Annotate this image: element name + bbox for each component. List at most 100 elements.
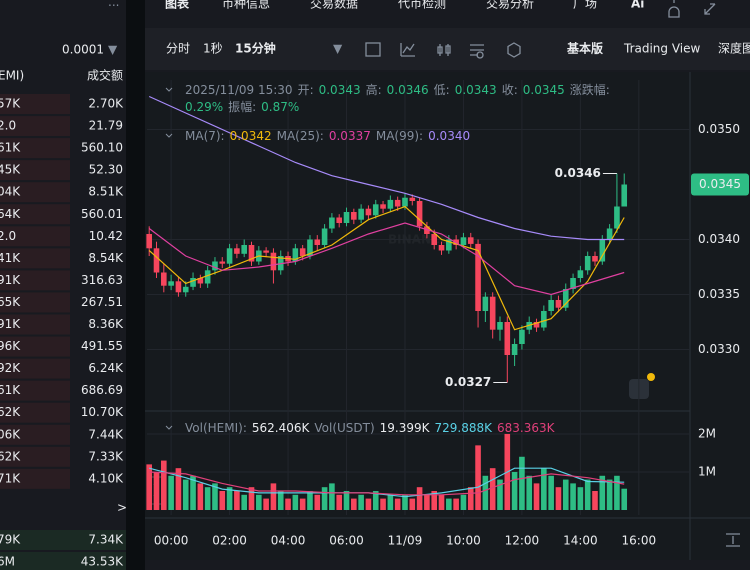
legend-row: 2025/11/09 15:30 开: 0.0343 高: 0.0346 低: 0.0343… xyxy=(185,82,610,97)
volume-bar xyxy=(277,490,284,510)
version[interactable]: 深度图 xyxy=(718,41,750,56)
tab[interactable]: 广场 xyxy=(573,0,597,11)
candle-body xyxy=(351,212,357,220)
more-arrow[interactable]: > xyxy=(117,501,127,515)
trade-amount: 2.0 xyxy=(0,119,16,133)
volume-bar xyxy=(175,468,182,510)
volume-bar xyxy=(599,475,606,510)
trade-volume: 686.69 xyxy=(81,383,123,397)
trade-amount: 96K xyxy=(0,339,21,353)
calendar-icon[interactable] xyxy=(365,42,381,57)
y-tick-label: 0.0335 xyxy=(698,287,740,301)
indicator-icon[interactable] xyxy=(400,43,415,57)
legend-chevron[interactable] xyxy=(165,133,173,138)
volume-bar xyxy=(329,483,335,510)
interval[interactable]: 分时 xyxy=(166,42,190,56)
tick-size[interactable]: 0.0001 xyxy=(62,43,104,57)
interval-dropdown[interactable]: ▼ xyxy=(333,42,343,56)
depth-bar xyxy=(0,446,70,467)
candle-icon[interactable] xyxy=(437,44,451,56)
volume-bar xyxy=(270,483,277,510)
volume-bar xyxy=(482,475,489,510)
settings-icon[interactable] xyxy=(507,42,521,58)
candle-body xyxy=(161,272,167,286)
volume-bar xyxy=(299,498,306,510)
widget-badge xyxy=(647,373,655,381)
volume-bar xyxy=(204,487,211,510)
depth-bar xyxy=(0,138,70,159)
candle-body xyxy=(153,248,160,273)
volume-bar xyxy=(358,494,364,510)
trade-amount: 65K xyxy=(0,295,21,309)
volume-bar xyxy=(621,488,628,510)
trade-amount: 45K xyxy=(0,163,21,177)
depth-bar xyxy=(0,358,70,379)
legend-item: 低: xyxy=(434,83,450,97)
volume-bar xyxy=(226,487,233,510)
candle-body xyxy=(511,344,518,355)
trade-amount: 57K xyxy=(0,97,21,111)
depth-bar xyxy=(0,314,70,335)
volume-bar xyxy=(475,445,481,510)
candle-body xyxy=(416,201,423,227)
tab[interactable]: 币种信息 xyxy=(222,0,270,11)
candle-body xyxy=(343,212,350,223)
tab[interactable]: 交易数据 xyxy=(310,0,358,11)
tab[interactable]: Ai xyxy=(631,0,644,11)
candle-body xyxy=(402,197,408,207)
candle-body xyxy=(497,322,503,330)
volume-bar xyxy=(146,464,152,510)
interval[interactable]: 15分钟 xyxy=(235,41,276,56)
version[interactable]: 基本版 xyxy=(566,41,603,56)
trade-volume: 560.01 xyxy=(81,207,123,221)
tab[interactable]: 代币检测 xyxy=(398,0,446,11)
candle-body xyxy=(212,261,218,271)
version[interactable]: Trading View xyxy=(623,42,701,56)
interval[interactable]: 1秒 xyxy=(203,42,223,56)
depth-bar xyxy=(0,468,70,489)
depth-bar xyxy=(0,292,70,313)
legend-item: 683.363K xyxy=(497,421,556,435)
volume-bar xyxy=(555,487,562,510)
x-tick-label: 06:00 xyxy=(329,534,364,548)
x-tick-label: 12:00 xyxy=(505,534,540,548)
volume-bar xyxy=(387,494,394,510)
legend-item: 2025/11/09 15:30 xyxy=(185,83,293,97)
tab[interactable]: 图表 xyxy=(165,0,190,11)
candle-body xyxy=(519,329,525,344)
trade-volume: 7.33K xyxy=(88,449,124,463)
candle-body xyxy=(548,300,554,311)
volume-bar xyxy=(197,483,204,510)
trade-volume: 8.36K xyxy=(88,317,124,331)
candle-body xyxy=(592,256,598,262)
volume-bar xyxy=(511,471,518,510)
bell-icon[interactable] xyxy=(668,0,680,18)
volume-bar xyxy=(519,456,525,510)
candle-body xyxy=(263,250,269,253)
candle-body xyxy=(219,261,226,264)
tick-dropdown[interactable]: ▼ xyxy=(108,43,118,57)
legend-chevron[interactable] xyxy=(165,87,173,92)
more-icon[interactable]: ··· xyxy=(108,0,119,13)
trade-volume: 2.70K xyxy=(88,97,124,111)
legend-item: 0.0343 xyxy=(455,83,497,97)
volume-bar xyxy=(548,475,554,510)
trade-amount: 79K xyxy=(0,533,21,547)
legend-chevron[interactable] xyxy=(165,425,173,430)
candle-body xyxy=(599,239,606,262)
expand-icon[interactable] xyxy=(704,3,716,15)
volume-bar xyxy=(336,494,343,510)
candle-body xyxy=(621,184,628,207)
legend-item: 开: xyxy=(298,83,314,97)
x-tick-label: 02:00 xyxy=(212,534,247,548)
tab[interactable]: 交易分析 xyxy=(486,0,534,11)
volume-bar xyxy=(153,471,160,510)
trade-volume: 52.30 xyxy=(89,163,123,177)
axis-tool-icon[interactable] xyxy=(726,533,740,547)
legend-item: 0.87% xyxy=(261,100,299,114)
volume-bar xyxy=(219,490,226,510)
legend-item: Vol(HEMI): xyxy=(185,421,247,435)
legend-row: Vol(HEMI): 562.406K Vol(USDT) 19.399K 729.88… xyxy=(185,421,556,435)
candle-body xyxy=(489,296,496,330)
y-tick-label: 0.0330 xyxy=(698,342,740,356)
